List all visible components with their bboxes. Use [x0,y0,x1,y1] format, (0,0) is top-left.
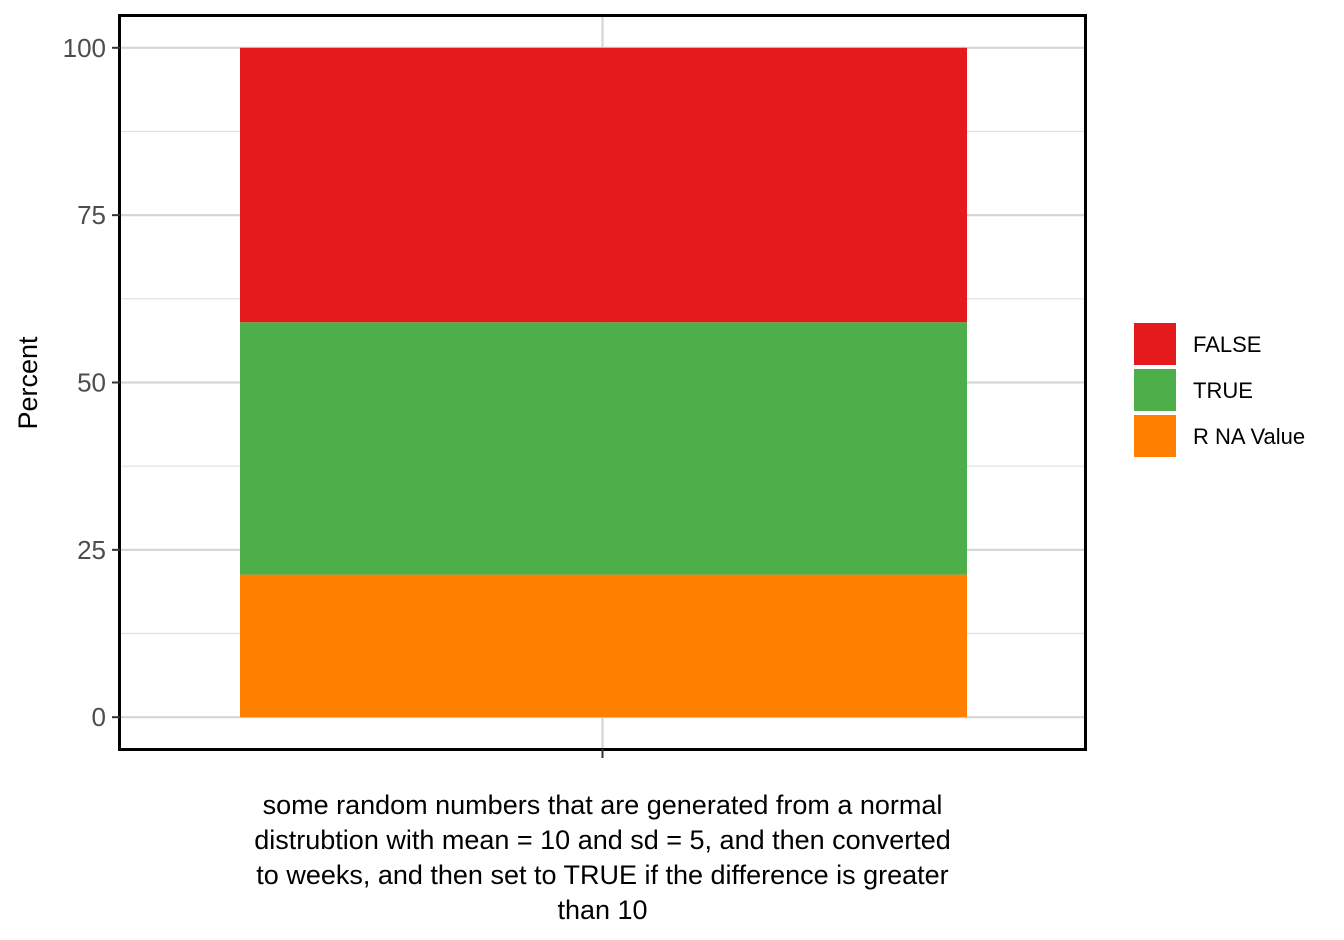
legend-key [1132,413,1178,459]
bar-segments [240,47,967,718]
legend-key [1132,367,1178,413]
legend: FALSE TRUE R NA Value [1132,321,1305,459]
y-tick-label: 100 [63,33,106,63]
y-tick-label: 75 [77,200,106,230]
y-axis-title: Percent [13,336,43,430]
x-axis-title: some random numbers that are generated f… [254,790,950,925]
x-axis-title-line: than 10 [557,895,647,925]
x-axis-title-line: distrubtion with mean = 10 and sd = 5, a… [254,825,950,855]
legend-label: R NA Value [1193,424,1305,449]
bar-segment [240,47,967,323]
bar-segment [240,322,967,575]
y-tick-label: 25 [77,535,106,565]
legend-label: TRUE [1193,378,1253,403]
y-tick-label: 0 [92,702,106,732]
legend-key [1132,321,1178,367]
bar-segment [240,574,967,718]
x-axis-title-line: to weeks, and then set to TRUE if the di… [256,860,948,890]
y-axis-ticks: 0 25 50 75 100 [63,33,120,732]
legend-label: FALSE [1193,332,1261,357]
y-tick-label: 50 [77,368,106,398]
x-axis-title-line: some random numbers that are generated f… [263,790,943,820]
